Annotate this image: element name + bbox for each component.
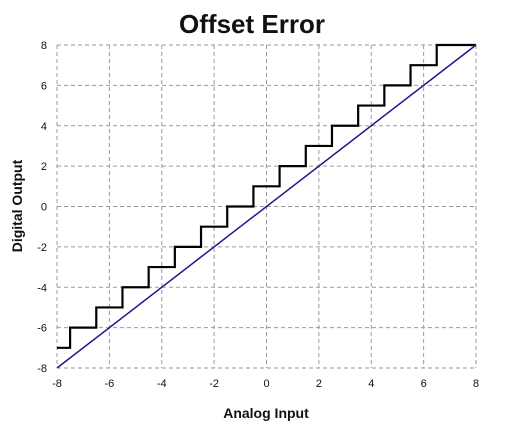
x-tick-label: 0 <box>263 378 269 390</box>
y-tick-label: 4 <box>41 121 47 133</box>
x-tick-label: 6 <box>421 378 427 390</box>
y-tick-label: -6 <box>37 323 47 335</box>
y-tick-label: 2 <box>41 161 47 173</box>
x-axis-label: Analog Input <box>223 405 309 421</box>
x-tick-label: 4 <box>368 378 374 390</box>
y-tick-label: -4 <box>37 282 47 294</box>
x-tick-label: -2 <box>209 378 219 390</box>
y-tick-label: 6 <box>41 80 47 92</box>
x-axis-ticks: -8 -6 -4 -2 0 2 4 6 8 <box>52 378 479 390</box>
y-tick-label: -2 <box>37 242 47 254</box>
chart-title: Offset Error <box>179 9 325 39</box>
x-tick-label: 2 <box>316 378 322 390</box>
x-tick-label: 8 <box>473 378 479 390</box>
y-tick-label: 0 <box>41 202 47 214</box>
y-axis-label: Digital Output <box>9 159 25 252</box>
x-tick-label: -6 <box>104 378 114 390</box>
x-tick-label: -8 <box>52 378 62 390</box>
y-axis-ticks: -8 -6 -4 -2 0 2 4 6 8 <box>37 40 47 375</box>
grid-lines <box>56 44 477 369</box>
y-tick-label: -8 <box>37 363 47 375</box>
y-tick-label: 8 <box>41 40 47 52</box>
plot-area <box>56 43 477 369</box>
quantizer-step-line <box>57 43 476 349</box>
ideal-transfer-line <box>56 44 477 369</box>
x-tick-label: -4 <box>157 378 167 390</box>
